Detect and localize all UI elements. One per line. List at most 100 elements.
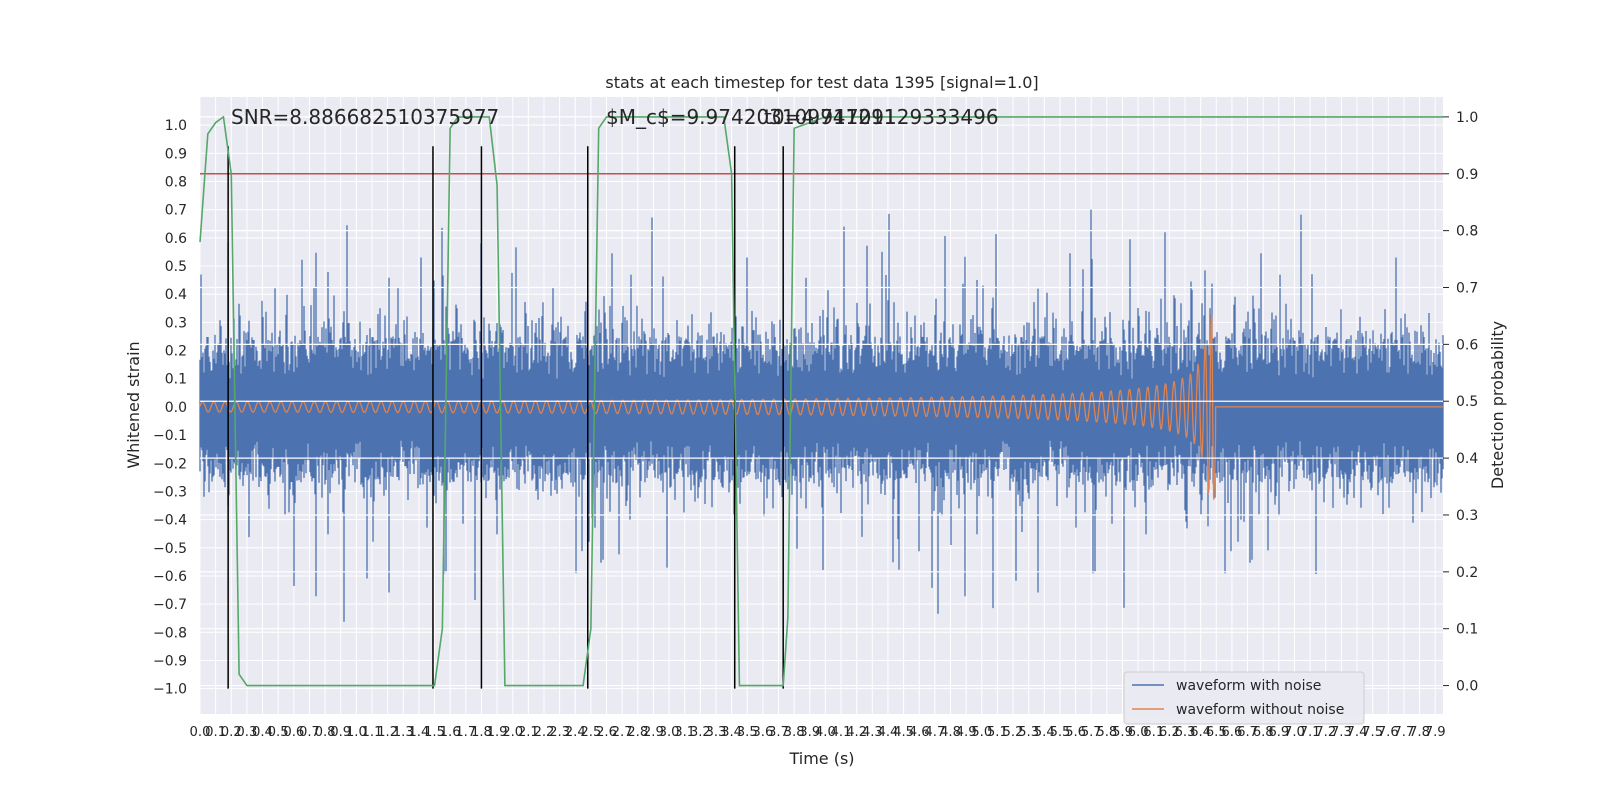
x-tick-label: 4.5 [893, 725, 914, 740]
y2-tick-label: 0.3 [1456, 508, 1478, 524]
x-tick-label: 4.3 [862, 725, 883, 740]
y-tick-label: 0.3 [165, 315, 187, 331]
x-tick-label: 6.0 [1128, 725, 1149, 740]
x-tick-label: 0.5 [268, 725, 289, 740]
x-tick-label: 4.6 [909, 725, 930, 740]
x-tick-label: 5.7 [1081, 725, 1102, 740]
y-tick-label: 0.0 [165, 400, 187, 416]
x-tick-label: 1.4 [408, 725, 429, 740]
y-tick-label: −0.5 [153, 541, 187, 557]
x-axis-ticks: 0.00.10.20.30.40.50.60.70.80.91.01.11.21… [190, 725, 1446, 740]
y-tick-label: 0.5 [165, 259, 187, 275]
x-tick-label: 0.4 [252, 725, 273, 740]
x-tick-label: 2.0 [502, 725, 523, 740]
y-tick-label: 0.2 [165, 344, 187, 360]
y-tick-label: −0.8 [153, 625, 187, 641]
x-tick-label: 0.2 [221, 725, 242, 740]
x-tick-label: 1.8 [471, 725, 492, 740]
x-tick-label: 2.7 [612, 725, 633, 740]
x-tick-label: 1.2 [377, 725, 398, 740]
x-tick-label: 1.3 [393, 725, 414, 740]
y-tick-label: 0.8 [165, 175, 187, 191]
legend-label-clean: waveform without noise [1176, 702, 1344, 718]
x-tick-label: 0.9 [330, 725, 351, 740]
x-tick-label: 6.4 [1190, 725, 1211, 740]
x-tick-label: 4.4 [877, 725, 898, 740]
x-tick-label: 7.4 [1347, 725, 1368, 740]
x-tick-label: 5.2 [1003, 725, 1024, 740]
x-tick-label: 0.7 [299, 725, 320, 740]
y-tick-label: 0.1 [165, 372, 187, 388]
x-tick-label: 0.1 [205, 725, 226, 740]
annotation-chirp-mass: $M_c$=9.974203109741211 [606, 105, 896, 129]
x-tick-label: 6.9 [1268, 725, 1289, 740]
y-tick-label: −0.3 [153, 484, 187, 500]
annotation-snr: SNR=8.886682510375977 [231, 105, 499, 129]
y-tick-label: −0.7 [153, 597, 187, 613]
y2-tick-label: 0.9 [1456, 167, 1478, 183]
y-tick-label: −0.2 [153, 456, 187, 472]
x-tick-label: 2.8 [627, 725, 648, 740]
y2-tick-label: 0.6 [1456, 337, 1478, 353]
x-tick-label: 7.2 [1315, 725, 1336, 740]
x-tick-label: 6.6 [1221, 725, 1242, 740]
y-tick-label: 0.6 [165, 231, 187, 247]
x-tick-label: 0.8 [315, 725, 336, 740]
y-tick-label: 0.4 [165, 287, 187, 303]
x-tick-label: 7.3 [1331, 725, 1352, 740]
x-tick-label: 2.5 [580, 725, 601, 740]
legend-label-noise: waveform with noise [1176, 678, 1321, 694]
chart-title: stats at each timestep for test data 139… [605, 73, 1038, 92]
x-tick-label: 6.7 [1237, 725, 1258, 740]
x-tick-label: 5.1 [987, 725, 1008, 740]
x-tick-label: 1.7 [455, 725, 476, 740]
y-tick-label: −0.9 [153, 653, 187, 669]
x-tick-label: 0.0 [190, 725, 211, 740]
x-tick-label: 7.6 [1378, 725, 1399, 740]
x-tick-label: 3.7 [768, 725, 789, 740]
x-tick-label: 1.6 [440, 725, 461, 740]
x-tick-label: 2.9 [643, 725, 664, 740]
clean-waveform-line [199, 313, 1443, 500]
x-tick-label: 5.4 [1034, 725, 1055, 740]
y2-tick-label: 0.8 [1456, 224, 1478, 240]
x-tick-label: 2.6 [596, 725, 617, 740]
x-tick-label: 7.1 [1300, 725, 1321, 740]
x-tick-label: 5.6 [1065, 725, 1086, 740]
x-tick-label: 0.6 [283, 725, 304, 740]
x-tick-label: 4.9 [956, 725, 977, 740]
annotation-t0: t0=4.91709129333496 [764, 105, 999, 129]
series-detection-probability [199, 115, 1443, 687]
x-tick-label: 2.3 [549, 725, 570, 740]
x-tick-label: 4.8 [940, 725, 961, 740]
y-tick-label: −0.1 [153, 428, 187, 444]
x-tick-label: 7.7 [1393, 725, 1414, 740]
y-tick-label: −1.0 [153, 682, 187, 698]
y-tick-label: 1.0 [165, 118, 187, 134]
y-tick-label: 0.7 [165, 203, 187, 219]
x-tick-label: 1.9 [487, 725, 508, 740]
x-tick-label: 3.9 [799, 725, 820, 740]
y2-tick-label: 0.7 [1456, 281, 1478, 297]
x-tick-label: 4.7 [924, 725, 945, 740]
y2-axis-label: Detection probability [1488, 321, 1507, 489]
x-tick-label: 6.8 [1253, 725, 1274, 740]
x-tick-label: 6.2 [1159, 725, 1180, 740]
y-tick-label: −0.4 [153, 513, 187, 529]
x-tick-label: 6.5 [1206, 725, 1227, 740]
x-tick-label: 4.0 [815, 725, 836, 740]
y2-tick-label: 1.0 [1456, 110, 1478, 126]
x-tick-label: 3.1 [674, 725, 695, 740]
x-tick-label: 6.3 [1175, 725, 1196, 740]
x-tick-label: 0.3 [236, 725, 257, 740]
y-tick-label: −0.6 [153, 569, 187, 585]
x-tick-label: 2.2 [533, 725, 554, 740]
x-tick-label: 2.1 [518, 725, 539, 740]
x-tick-label: 3.3 [705, 725, 726, 740]
x-tick-label: 5.5 [1049, 725, 1070, 740]
x-tick-label: 3.5 [737, 725, 758, 740]
x-tick-label: 3.8 [784, 725, 805, 740]
x-tick-label: 5.0 [971, 725, 992, 740]
y-axis-label: Whitened strain [124, 341, 143, 468]
x-tick-label: 7.9 [1425, 725, 1446, 740]
